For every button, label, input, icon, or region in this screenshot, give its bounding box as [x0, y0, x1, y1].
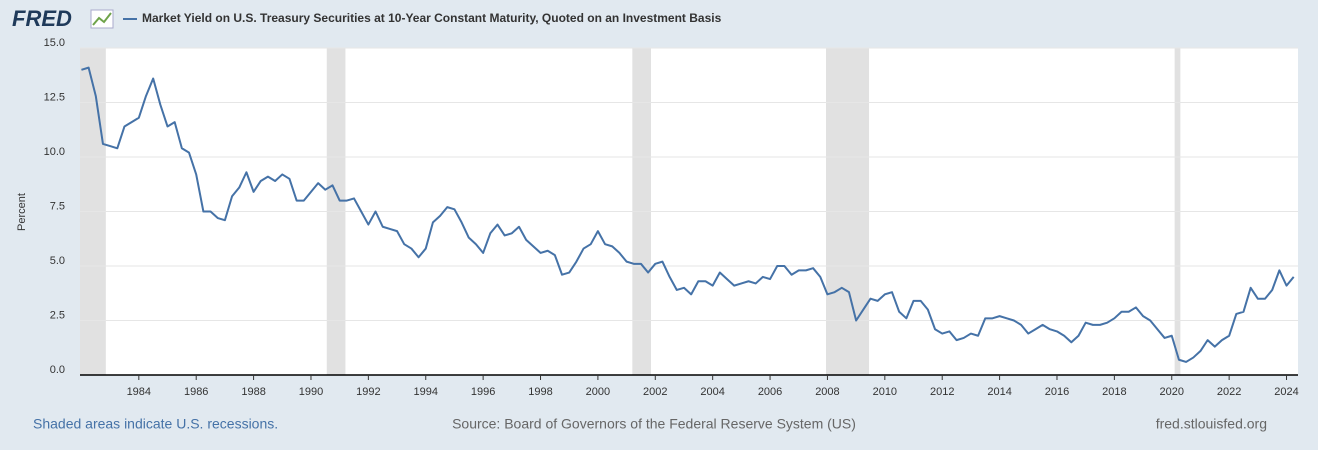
- y-tick-label: 7.5: [50, 200, 65, 212]
- source: Source: Board of Governors of the Federa…: [452, 416, 856, 432]
- y-axis-label: Percent: [16, 193, 28, 231]
- legend-label: Market Yield on U.S. Treasury Securities…: [142, 11, 722, 25]
- x-tick-label: 2018: [1102, 386, 1126, 398]
- x-tick-label: 2020: [1160, 386, 1184, 398]
- x-tick-label: 2010: [873, 386, 897, 398]
- x-tick-label: 1994: [414, 386, 438, 398]
- x-tick-label: 1988: [241, 386, 265, 398]
- x-tick-label: 1998: [528, 386, 552, 398]
- x-tick-label: 1984: [127, 386, 151, 398]
- y-tick-label: 5.0: [50, 255, 65, 267]
- series-line: [81, 66, 1295, 363]
- x-tick-label: 2022: [1217, 386, 1241, 398]
- y-tick-label: 2.5: [50, 309, 65, 321]
- site-url[interactable]: fred.stlouisfed.org: [1156, 416, 1267, 432]
- y-tick-label: 12.5: [44, 91, 65, 103]
- x-tick-label: 2002: [643, 386, 667, 398]
- x-tick-label: 1990: [299, 386, 323, 398]
- x-tick-label: 2008: [815, 386, 839, 398]
- y-tick-label: 0.0: [50, 364, 65, 376]
- x-tick-label: 2006: [758, 386, 782, 398]
- logo-icon: [90, 9, 114, 29]
- x-tick-label: 2016: [1045, 386, 1069, 398]
- logo: FRED: [12, 6, 72, 31]
- y-tick-label: 10.0: [44, 146, 65, 158]
- x-tick-label: 2024: [1274, 386, 1298, 398]
- x-tick-label: 2004: [700, 386, 724, 398]
- x-tick-label: 1986: [184, 386, 208, 398]
- x-tick-label: 1996: [471, 386, 495, 398]
- x-tick-label: 2012: [930, 386, 954, 398]
- recession-note[interactable]: Shaded areas indicate U.S. recessions.: [33, 416, 278, 432]
- y-tick-label: 15.0: [44, 37, 65, 49]
- x-tick-label: 2014: [987, 386, 1011, 398]
- x-tick-label: 2000: [586, 386, 610, 398]
- x-tick-label: 1992: [356, 386, 380, 398]
